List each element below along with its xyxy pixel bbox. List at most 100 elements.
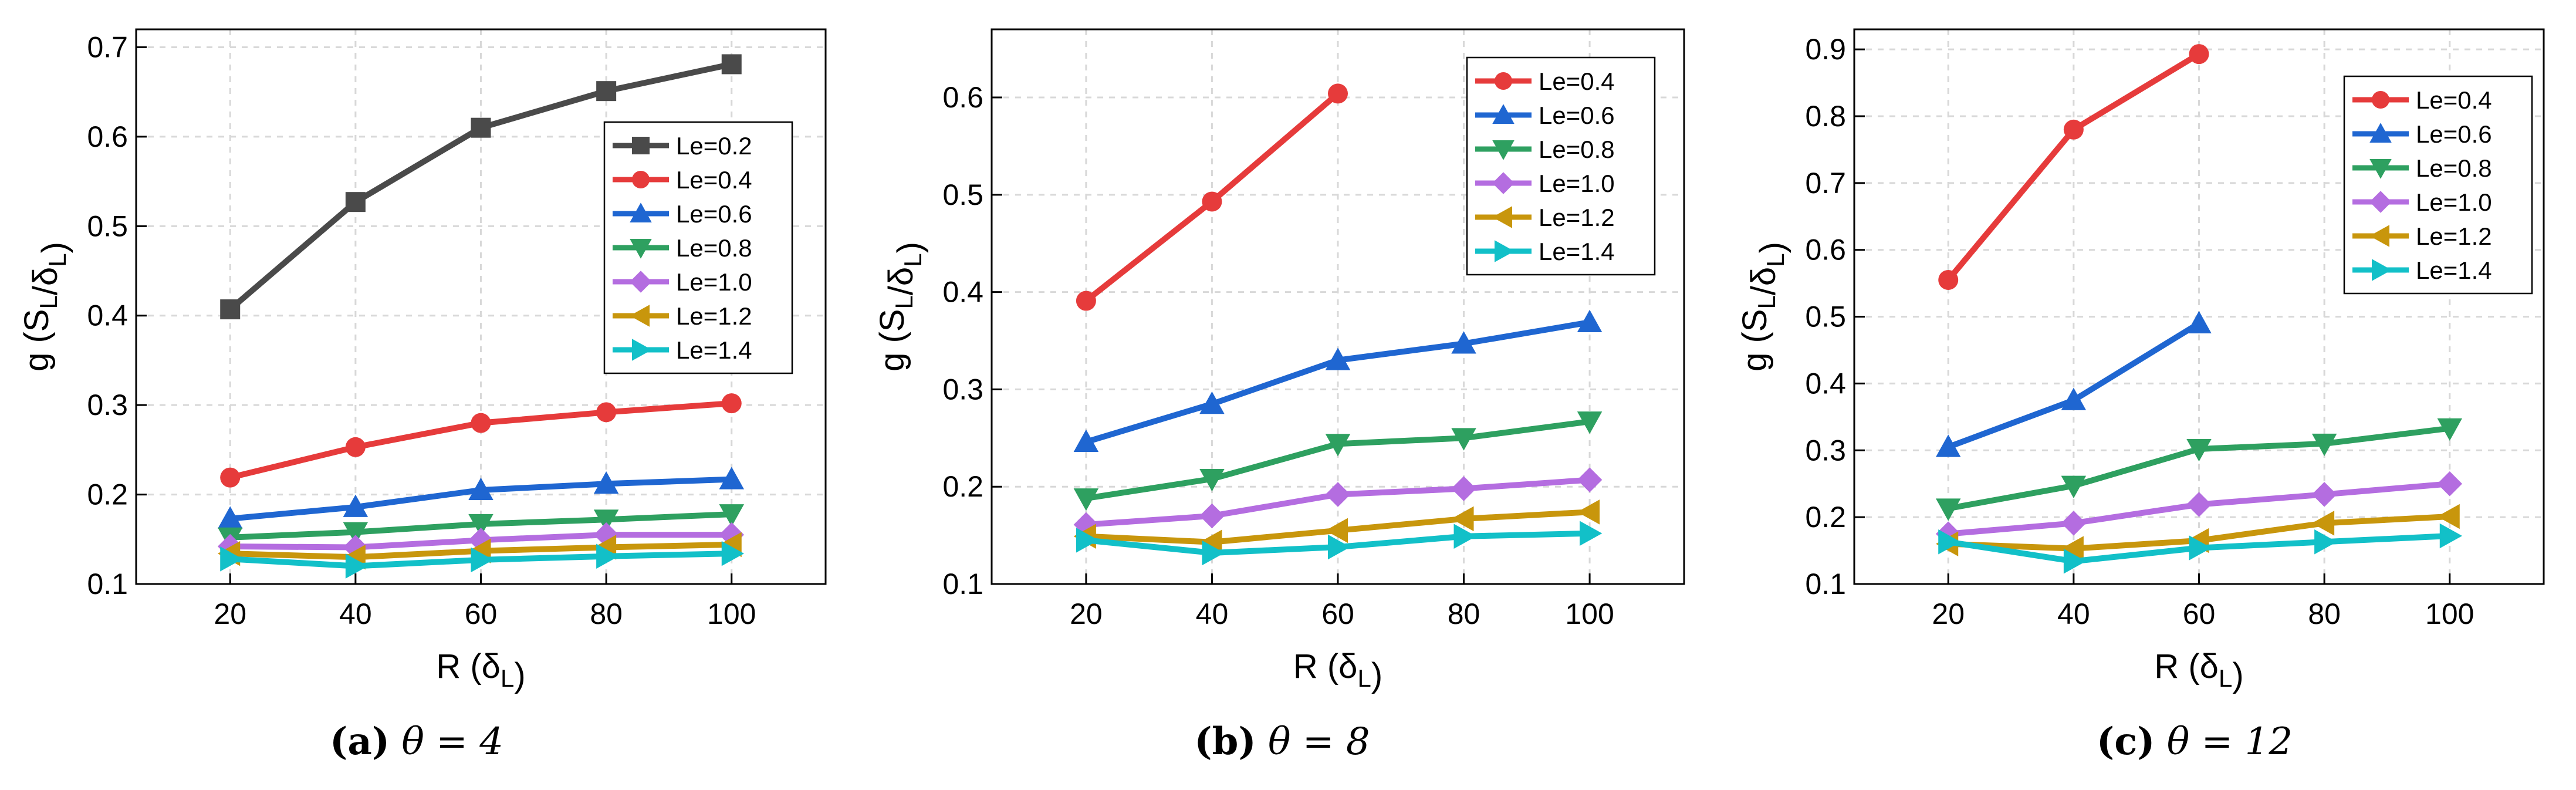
y-tick-label: 0.5 <box>87 210 128 242</box>
series-le-0-4 <box>1938 44 2209 290</box>
legend-marker-le-0-2 <box>632 137 650 154</box>
x-axis-label: R (δL) <box>436 647 525 694</box>
series-le-0-6 <box>1935 310 2212 457</box>
x-axis-label: R (δL) <box>1293 647 1382 694</box>
legend-label: Le=0.8 <box>676 234 752 262</box>
series-le-0-2 <box>220 54 742 320</box>
y-tick-label: 0.6 <box>942 81 983 114</box>
data-point-le-1-4 <box>1938 529 1961 555</box>
data-point-le-0-6 <box>1577 309 1603 333</box>
x-tick-label: 80 <box>590 597 623 630</box>
data-point-le-0-6 <box>593 471 619 494</box>
data-point-le-0-8 <box>343 522 369 545</box>
data-point-le-0-8 <box>593 509 619 532</box>
data-point-le-0-6 <box>1199 391 1225 414</box>
data-point-le-0-6 <box>1451 331 1476 354</box>
legend-label: Le=0.6 <box>676 200 752 228</box>
y-axis-label: g (SL/δL) <box>873 242 929 372</box>
data-point-le-0-8 <box>1451 428 1476 451</box>
series-le-0-4 <box>220 393 742 488</box>
data-point-le-0-6 <box>1325 347 1351 370</box>
data-point-le-0-8 <box>2061 475 2087 498</box>
legend-label: Le=0.6 <box>2416 120 2492 148</box>
legend-label: Le=1.4 <box>676 336 752 364</box>
legend-marker-le-0-6 <box>1492 104 1515 124</box>
y-tick-label: 0.5 <box>942 178 983 211</box>
legend-label: Le=1.4 <box>2416 256 2492 284</box>
data-point-le-1-4 <box>721 541 745 566</box>
data-point-le-1-4 <box>1453 524 1476 549</box>
data-point-le-1-4 <box>2189 535 2212 561</box>
x-tick-label: 40 <box>339 597 372 630</box>
legend: Le=0.4 Le=0.6 Le=0.8 Le=1.0 Le=1.2 Le=1.4 <box>2343 75 2533 295</box>
data-point-le-1-0 <box>1577 467 1603 492</box>
legend-marker-le-1-2 <box>2369 225 2389 247</box>
data-point-le-0-2 <box>220 299 241 320</box>
panel-caption-label: (c) <box>2097 720 2155 764</box>
data-point-le-0-6 <box>1935 434 1961 457</box>
y-tick-label: 0.9 <box>1805 33 1846 66</box>
data-point-le-0-4 <box>1328 83 1348 104</box>
data-point-le-0-4 <box>220 467 241 488</box>
data-point-le-1-0 <box>1451 476 1476 501</box>
y-tick-label: 0.6 <box>1805 234 1846 266</box>
legend-marker-le-0-6 <box>2369 123 2392 143</box>
legend-label: Le=0.8 <box>2416 154 2492 182</box>
data-point-le-0-2 <box>721 54 742 75</box>
y-axis-label: g (SL/δL) <box>18 242 73 372</box>
data-point-le-1-2 <box>2061 536 2084 561</box>
data-point-le-0-6 <box>1073 429 1099 452</box>
data-point-le-0-4 <box>1938 269 1959 290</box>
panel-caption-label: (b) <box>1194 720 1256 764</box>
data-point-le-0-4 <box>345 437 366 457</box>
data-point-le-1-0 <box>2186 492 2212 517</box>
data-point-le-1-2 <box>1577 499 1600 525</box>
data-point-le-0-2 <box>471 117 491 138</box>
x-axis: 20 40 60 80 100 <box>1932 573 2474 630</box>
data-point-le-1-4 <box>345 553 369 579</box>
x-tick-label: 100 <box>707 597 756 630</box>
data-point-le-1-4 <box>471 547 493 573</box>
data-point-le-0-8 <box>2186 439 2212 462</box>
y-axis: 0.1 0.2 0.3 0.4 0.5 0.6 0.7 <box>87 31 147 600</box>
data-point-le-1-2 <box>2437 504 2460 529</box>
x-tick-label: 60 <box>2183 597 2216 630</box>
legend-marker-le-1-2 <box>630 305 650 327</box>
data-point-le-0-8 <box>719 504 745 527</box>
legend-label: Le=0.4 <box>676 166 752 194</box>
x-tick-label: 80 <box>1448 597 1480 630</box>
x-axis: 20 40 60 80 100 <box>1070 573 1614 630</box>
legend-marker-le-0-8 <box>1492 140 1515 160</box>
panel-caption-text: θ = 12 <box>2167 720 2293 764</box>
y-tick-label: 0.3 <box>942 373 983 406</box>
y-axis-label: g (SL/δL) <box>1736 242 1791 372</box>
y-axis: 0.1 0.2 0.3 0.4 0.5 0.6 0.7 0.8 0.9 <box>1805 33 1865 600</box>
legend-marker-le-1-0 <box>1492 172 1515 194</box>
legend: Le=0.4 Le=0.6 Le=0.8 Le=1.0 Le=1.2 Le=1.4 <box>1466 56 1656 276</box>
data-point-le-0-4 <box>2189 44 2209 65</box>
legend-label: Le=0.4 <box>1539 67 1615 95</box>
chart-panel-3: 20 40 60 80 100 0.1 0.2 0.3 0.4 0.5 0.6 0.7 0.8 0.9 R … <box>1736 28 2545 764</box>
legend-label: Le=0.2 <box>676 132 752 160</box>
series-le-1-4 <box>1076 521 1603 566</box>
series-le-0-6 <box>217 467 745 529</box>
panel-caption: (a) θ = 4 <box>330 720 503 764</box>
chart-panel-1: 20 40 60 80 100 0.1 0.2 0.3 0.4 0.5 0.6 0.7 R (δL) g … <box>18 28 827 764</box>
x-tick-label: 60 <box>1321 597 1354 630</box>
x-tick-label: 60 <box>465 597 498 630</box>
legend-marker-le-0-4 <box>1495 72 1512 90</box>
y-tick-label: 0.4 <box>1805 367 1846 400</box>
data-point-le-0-4 <box>721 393 742 414</box>
data-point-le-0-2 <box>596 81 617 102</box>
legend-marker-le-0-8 <box>2369 159 2392 179</box>
data-point-le-1-4 <box>1202 540 1225 566</box>
y-tick-label: 0.3 <box>87 389 128 421</box>
legend: Le=0.2 Le=0.4 Le=0.6 Le=0.8 Le=1.0 Le=1.2 Le=1… <box>603 121 793 374</box>
x-tick-label: 40 <box>1196 597 1229 630</box>
series-le-1-4 <box>220 541 745 579</box>
data-point-le-1-4 <box>2314 529 2337 555</box>
legend-marker-le-0-4 <box>2372 91 2389 109</box>
series-le-0-8 <box>1073 411 1603 511</box>
data-point-le-0-6 <box>343 494 369 517</box>
